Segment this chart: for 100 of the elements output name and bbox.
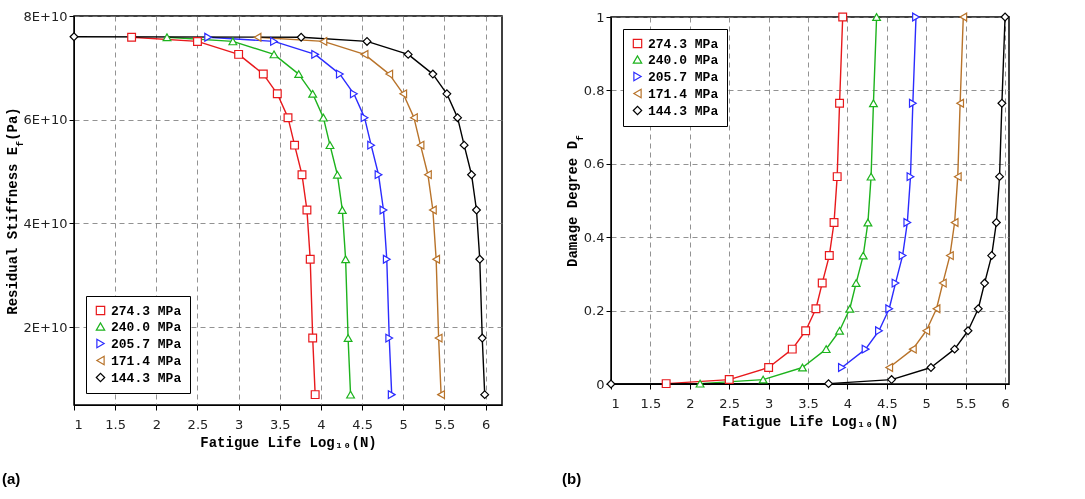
point	[294, 70, 304, 79]
point	[950, 344, 960, 354]
x-tick-label: 6	[481, 416, 491, 432]
y-tick-label: 4E+10	[23, 215, 68, 231]
point	[337, 206, 347, 214]
point	[335, 69, 344, 79]
point	[302, 205, 312, 215]
point	[885, 363, 894, 372]
point	[69, 32, 79, 42]
y-tick-label: 6E+10	[23, 112, 68, 128]
point	[311, 49, 320, 59]
x-tick-label: 3.5	[269, 416, 291, 432]
point	[428, 205, 437, 215]
point	[127, 32, 137, 42]
x-axis-title: Fatigue Life Log₁₀(N)	[200, 434, 377, 451]
point	[382, 254, 391, 264]
point	[875, 326, 883, 336]
legend-label: 205.7 MPa	[111, 336, 182, 352]
point	[845, 304, 855, 313]
point	[837, 363, 846, 372]
point	[305, 254, 315, 264]
point	[253, 32, 262, 42]
point	[835, 326, 845, 335]
point	[956, 98, 965, 108]
x-tick-label: 2.5	[719, 395, 741, 411]
point	[308, 89, 318, 98]
point	[472, 205, 481, 215]
point	[821, 345, 831, 354]
point	[341, 255, 351, 264]
point	[838, 12, 848, 22]
point	[385, 69, 394, 79]
point	[296, 32, 306, 42]
point	[963, 326, 973, 336]
point	[477, 333, 487, 343]
point	[459, 140, 469, 150]
point	[824, 379, 833, 389]
point	[290, 140, 300, 150]
point	[360, 113, 369, 123]
x-tick-label: 5.5	[955, 395, 977, 411]
point	[258, 69, 268, 79]
point	[887, 375, 897, 385]
point	[346, 390, 356, 399]
x-tick-label: 6	[1001, 395, 1010, 411]
point	[362, 36, 372, 46]
y-tick-label: 0.2	[583, 303, 605, 319]
point	[858, 251, 868, 260]
point	[953, 172, 962, 182]
point	[453, 113, 463, 123]
x-tick-label: 3	[234, 416, 244, 432]
point	[908, 98, 917, 108]
point	[903, 218, 912, 227]
point	[863, 218, 873, 227]
point	[829, 218, 839, 227]
point	[475, 254, 485, 264]
x-tick-label: 5	[922, 395, 931, 411]
point	[758, 375, 768, 384]
point	[868, 99, 878, 108]
point	[832, 172, 842, 182]
point	[399, 89, 408, 99]
point	[387, 390, 396, 400]
point	[908, 344, 917, 354]
point	[162, 33, 172, 42]
text: (a)	[2, 470, 21, 487]
point	[991, 218, 1001, 227]
x-tick-label: 1.5	[105, 416, 126, 432]
point	[932, 304, 941, 314]
point	[343, 334, 353, 343]
legend-label: 274.3 MPa	[648, 36, 719, 52]
point	[234, 49, 244, 59]
point	[811, 304, 821, 314]
point	[432, 254, 441, 264]
point	[428, 69, 438, 79]
point	[959, 12, 968, 22]
point	[824, 251, 834, 261]
y-tick-label: 0.6	[583, 156, 605, 172]
point	[973, 304, 983, 314]
x-tick-label: 2	[686, 395, 695, 411]
point	[997, 98, 1007, 108]
point	[228, 37, 238, 46]
point	[310, 390, 320, 400]
point	[192, 36, 202, 46]
point	[434, 333, 443, 343]
point	[926, 363, 936, 372]
point	[945, 251, 954, 261]
point	[987, 251, 997, 261]
point	[851, 279, 861, 288]
point	[817, 278, 827, 288]
y-tick-label: 2E+10	[23, 319, 68, 335]
point	[379, 205, 388, 215]
legend-label: 274.3 MPa	[111, 303, 182, 319]
point	[403, 49, 413, 59]
legend-label: 144.3 MPa	[111, 370, 182, 386]
point	[318, 113, 328, 122]
y-tick-label: 1	[596, 9, 605, 25]
point	[442, 89, 452, 99]
point	[898, 251, 907, 261]
y-tick-label: 0.8	[583, 82, 605, 98]
x-tick-label: 5.5	[434, 416, 456, 432]
point	[319, 36, 328, 46]
point	[861, 344, 870, 354]
